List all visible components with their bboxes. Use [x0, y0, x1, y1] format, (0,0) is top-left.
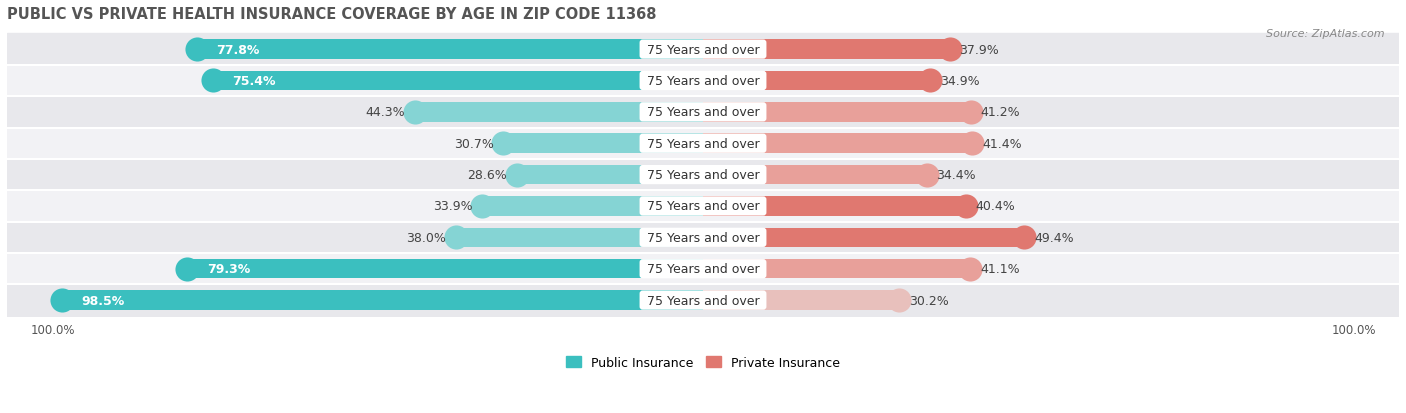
Bar [7, 34, 1399, 66]
Bar [703, 291, 900, 310]
Bar [703, 228, 1025, 247]
Bar [7, 97, 1399, 128]
Legend: Public Insurance, Private Insurance: Public Insurance, Private Insurance [561, 351, 845, 374]
Text: 98.5%: 98.5% [82, 294, 125, 307]
Text: 49.4%: 49.4% [1035, 231, 1074, 244]
Bar [415, 103, 703, 122]
Text: 30.2%: 30.2% [910, 294, 949, 307]
Bar [7, 128, 1399, 159]
Text: 33.9%: 33.9% [433, 200, 472, 213]
Text: 41.4%: 41.4% [981, 138, 1022, 150]
Bar [703, 166, 927, 185]
Bar [503, 134, 703, 154]
Bar [212, 71, 703, 91]
Text: Source: ZipAtlas.com: Source: ZipAtlas.com [1267, 29, 1385, 39]
Text: 75 Years and over: 75 Years and over [643, 200, 763, 213]
Bar [703, 197, 966, 216]
Text: 41.1%: 41.1% [980, 263, 1019, 275]
Bar [456, 228, 703, 247]
Bar [7, 285, 1399, 316]
Text: 38.0%: 38.0% [406, 231, 446, 244]
Text: 75 Years and over: 75 Years and over [643, 106, 763, 119]
Text: 75 Years and over: 75 Years and over [643, 43, 763, 57]
Text: 40.4%: 40.4% [976, 200, 1015, 213]
Bar [703, 259, 970, 279]
Text: 75 Years and over: 75 Years and over [643, 138, 763, 150]
Text: 37.9%: 37.9% [959, 43, 1000, 57]
Text: 28.6%: 28.6% [467, 169, 508, 182]
Text: 41.2%: 41.2% [981, 106, 1021, 119]
Bar [7, 191, 1399, 222]
Bar [703, 40, 949, 59]
Text: 75.4%: 75.4% [232, 75, 276, 88]
Text: 34.9%: 34.9% [939, 75, 980, 88]
Bar [703, 71, 929, 91]
Bar [482, 197, 703, 216]
Text: 77.8%: 77.8% [217, 43, 260, 57]
Bar [7, 66, 1399, 97]
Text: PUBLIC VS PRIVATE HEALTH INSURANCE COVERAGE BY AGE IN ZIP CODE 11368: PUBLIC VS PRIVATE HEALTH INSURANCE COVER… [7, 7, 657, 22]
Text: 30.7%: 30.7% [454, 138, 494, 150]
Text: 75 Years and over: 75 Years and over [643, 75, 763, 88]
Bar [7, 159, 1399, 191]
Text: 34.4%: 34.4% [936, 169, 976, 182]
Bar [7, 222, 1399, 254]
Bar [703, 103, 972, 122]
Text: 75 Years and over: 75 Years and over [643, 169, 763, 182]
Text: 75 Years and over: 75 Years and over [643, 231, 763, 244]
Bar [187, 259, 703, 279]
Bar [703, 134, 973, 154]
Bar [517, 166, 703, 185]
Text: 75 Years and over: 75 Years and over [643, 294, 763, 307]
Text: 79.3%: 79.3% [207, 263, 250, 275]
Bar [7, 254, 1399, 285]
Bar [62, 291, 703, 310]
Text: 75 Years and over: 75 Years and over [643, 263, 763, 275]
Bar [197, 40, 703, 59]
Text: 44.3%: 44.3% [366, 106, 405, 119]
